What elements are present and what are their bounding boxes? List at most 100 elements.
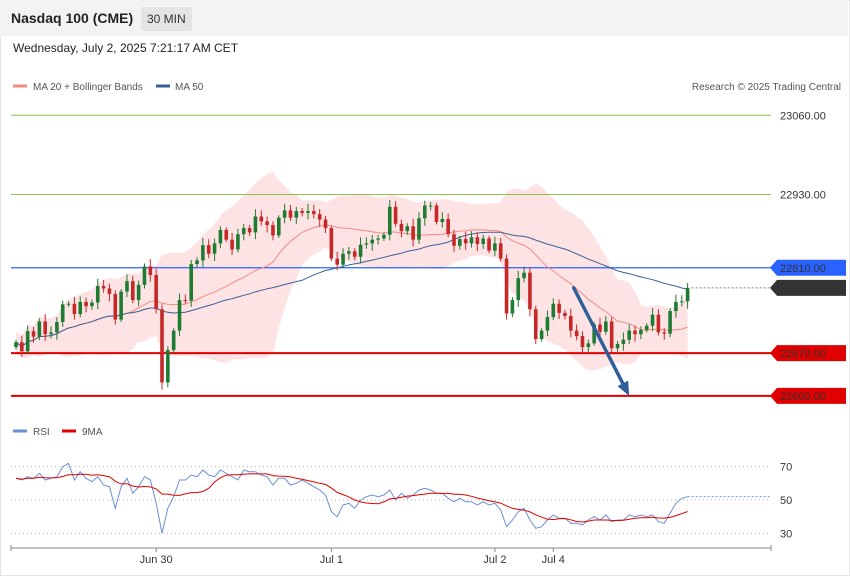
candle [300,207,304,217]
candle [136,280,141,307]
candle [475,232,480,252]
candle [335,251,339,271]
price-levels [11,114,771,397]
candle [452,229,456,252]
candle [317,209,322,227]
candle [504,254,509,320]
candle [113,290,118,325]
candle [72,297,77,320]
candle [55,317,59,340]
candle [206,239,211,258]
candle [288,204,293,221]
candle [131,275,135,304]
time-tick-label: Jun 30 [140,554,173,566]
candle [195,257,199,268]
rsi-ma-line [15,473,688,523]
time-tick-label: Jul 2 [483,554,506,566]
ma20-legend-label: MA 20 + Bollinger Bands [33,82,143,93]
rsi-tick-label: 30 [780,528,792,540]
level-tag-label: 22600.00 [780,391,826,403]
candle [405,223,410,235]
credit-text: Research © 2025 Trading Central [692,82,841,93]
level-tag [770,279,846,296]
candle [382,232,386,241]
ma50-legend-label: MA 50 [175,82,204,93]
candle [639,326,643,340]
candle [37,318,42,341]
level-tag [770,345,846,362]
candle [236,228,240,253]
candle [49,326,53,339]
candles [14,200,690,390]
candle [399,219,404,238]
candle [446,213,450,238]
level-label: 23060.00 [780,110,826,122]
candle [633,325,637,342]
candle [218,226,223,249]
level-tag-label: 22810.00 [780,263,826,275]
candle [277,215,281,238]
candle [347,247,351,260]
candle [230,232,234,255]
candle [25,325,30,355]
candle [685,283,690,309]
candle [545,310,550,337]
candle [387,200,392,241]
candle [160,304,164,390]
candle [580,331,585,355]
candle [522,266,526,283]
candle [528,267,532,317]
candle [253,209,258,240]
candle [177,293,182,337]
candle [516,270,521,307]
candle [627,324,631,344]
rsi-legend-label: RSI [33,427,50,438]
candle [341,248,345,268]
price-legend: MA 20 + Bollinger Bands MA 50 Research ©… [13,82,841,93]
candle [668,308,672,338]
candle [679,295,684,307]
candle [358,237,363,264]
candle [31,326,36,343]
candle [621,332,626,351]
rsi-ma-legend-label: 9MA [82,427,103,438]
candle [364,237,369,249]
rsi-legend: RSI 9MA [13,427,103,438]
time-tick-label: Jul 4 [542,554,565,566]
rsi-grid: 70 50 30 [11,462,792,540]
candle [329,225,334,262]
time-tick-label: Jul 1 [320,554,343,566]
candle [656,309,661,336]
candle [370,234,375,251]
candle [458,236,462,250]
candle [674,294,678,318]
level-label: 22930.00 [780,190,826,202]
candle [598,317,602,338]
candle [469,231,474,248]
candle [60,300,65,327]
candle [107,283,112,302]
candle [171,328,176,353]
candle [43,314,47,341]
candle [14,339,18,350]
candle [533,305,538,344]
candle [434,203,439,225]
candle [463,231,468,251]
forecast-arrow [571,286,630,396]
candle [142,263,147,289]
interval-button[interactable]: 30 MIN [141,7,192,31]
candle [148,259,153,282]
candle [487,236,491,254]
candle [265,216,269,233]
candle [119,289,123,323]
candle [224,227,229,243]
candle [557,299,561,319]
level-tag-label: 22670.00 [780,348,826,360]
forecast-arrow-shaft [571,286,627,389]
candle [376,234,380,245]
candle [241,223,246,241]
candle [189,259,193,307]
ma50-line [15,231,688,348]
rsi-tick-label: 50 [780,495,792,507]
